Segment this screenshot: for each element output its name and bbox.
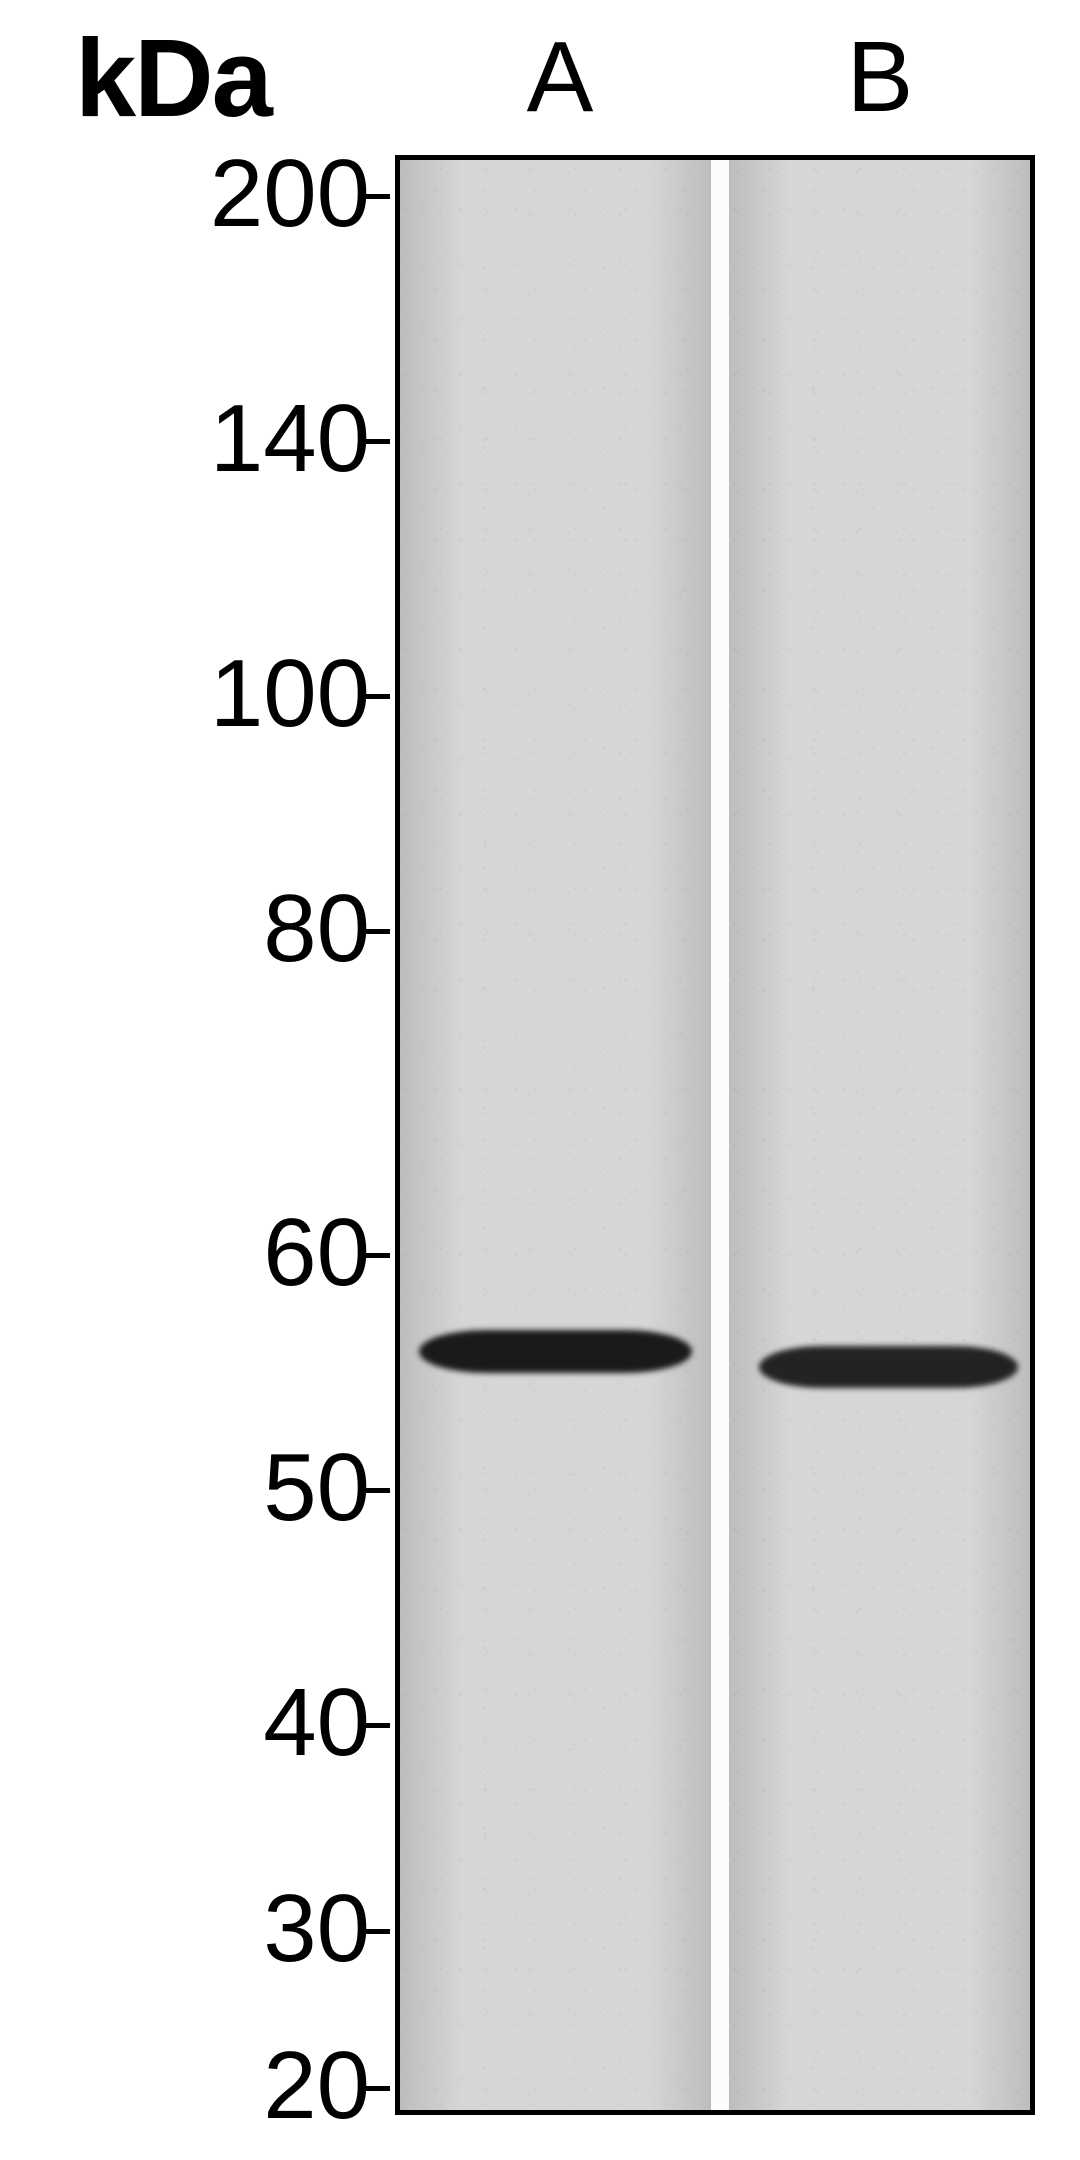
- tick-mark-80: [360, 929, 390, 934]
- lane-label-a: A: [500, 20, 620, 135]
- tick-label-100: 100: [30, 639, 370, 749]
- tick-label-60: 60: [30, 1198, 370, 1308]
- lane-a-noise: [400, 160, 711, 2110]
- tick-label-30: 30: [30, 1874, 370, 1984]
- tick-label-40: 40: [30, 1668, 370, 1778]
- lane-b-noise: [729, 160, 1030, 2110]
- band-lane-a: [419, 1330, 693, 1373]
- tick-mark-40: [360, 1723, 390, 1728]
- kda-unit-label: kDa: [75, 15, 271, 142]
- tick-mark-60: [360, 1253, 390, 1258]
- tick-mark-140: [360, 439, 390, 444]
- lane-a: [400, 160, 711, 2110]
- tick-label-80: 80: [30, 874, 370, 984]
- tick-label-200: 200: [30, 139, 370, 249]
- tick-mark-30: [360, 1929, 390, 1934]
- tick-mark-50: [360, 1488, 390, 1493]
- tick-mark-200: [360, 194, 390, 199]
- tick-mark-100: [360, 694, 390, 699]
- tick-label-20: 20: [30, 2031, 370, 2141]
- lane-divider: [711, 160, 729, 2110]
- tick-label-140: 140: [30, 384, 370, 494]
- header-row: kDa A B: [0, 0, 1080, 145]
- lane-label-b: B: [820, 20, 940, 135]
- tick-label-50: 50: [30, 1433, 370, 1543]
- y-axis: 200 140 100 80 60 50 40 30 20: [0, 155, 370, 2115]
- blot-membrane: [395, 155, 1035, 2115]
- band-lane-b: [759, 1346, 1018, 1389]
- tick-mark-20: [360, 2086, 390, 2091]
- lane-b: [729, 160, 1030, 2110]
- western-blot-figure: kDa A B 200 140 100 80 60 50 40 30 20: [0, 0, 1080, 2160]
